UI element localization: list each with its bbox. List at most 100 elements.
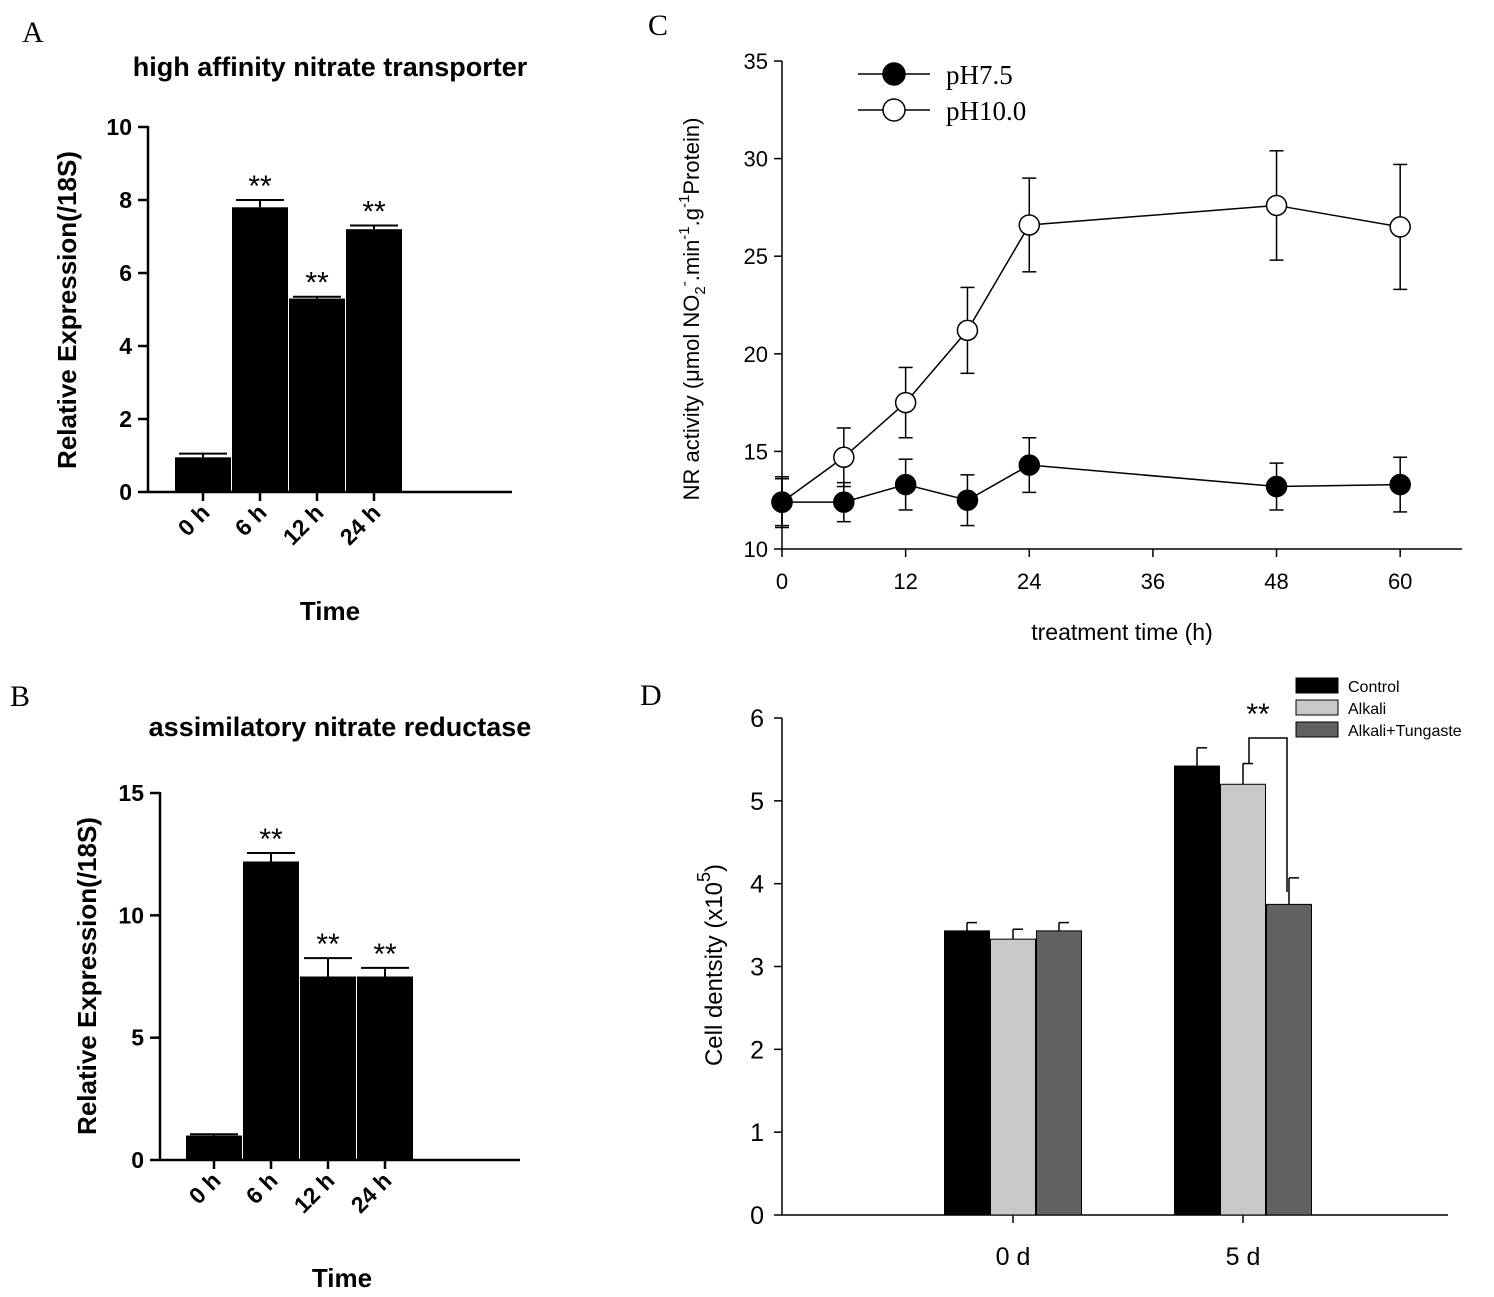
- panel-d-bar-Alkali+Tungaste: [1266, 903, 1312, 1216]
- panel-a-y-tick-label: 0: [119, 479, 132, 505]
- panel-b-y-tick-label: 10: [118, 902, 144, 928]
- panel-d-y-label-sup: 5: [694, 872, 714, 882]
- panel-d-legend-swatch: [1295, 721, 1339, 738]
- panel-a-y-tick-label: 2: [119, 406, 132, 432]
- panel-a-x-tick-label: 0 h: [173, 499, 215, 541]
- panel-c-point: [894, 473, 917, 496]
- panel-d-bar-Alkali: [990, 938, 1036, 1216]
- panel-d-bar-Alkali+Tungaste: [1036, 930, 1082, 1216]
- panel-c-y-label-part-1: NR activity (μmol NO: [679, 295, 704, 501]
- panel-a-y-tick-label: 4: [119, 333, 132, 359]
- panel-a-title: high affinity nitrate transporter: [133, 52, 528, 82]
- panel-b-y-tick-label: 15: [118, 780, 144, 806]
- panel-b-bar: [186, 1135, 242, 1160]
- panel-b-title: assimilatory nitrate reductase: [149, 712, 532, 742]
- panel-b-significance-label: **: [316, 928, 340, 961]
- panel-c-y-tick-label: 35: [744, 49, 768, 74]
- panel-d-significance-label: **: [1246, 698, 1270, 731]
- panel-c-point: [771, 491, 793, 513]
- panel-c-point: [1265, 194, 1288, 217]
- panel-d-bar-Control: [944, 930, 990, 1216]
- panel-d-y-tick-label: 5: [750, 788, 764, 816]
- panel-b-bar: [357, 976, 413, 1160]
- panel-c-y-label-sup-1: -1: [676, 226, 693, 239]
- panel-c-y-label-part-min: .min: [679, 240, 704, 282]
- panel-a-x-tick-label: 24 h: [335, 499, 386, 550]
- panel-c-y-tick-label: 15: [744, 439, 768, 464]
- panel-c-x-tick-label: 60: [1388, 569, 1412, 594]
- panel-d-legend-label: Alkali: [1348, 701, 1386, 718]
- panel-c-point: [1389, 473, 1411, 496]
- panel-a-significance-label: **: [305, 267, 329, 300]
- panel-d-legend-swatch: [1295, 699, 1339, 716]
- panel-d-x-tick-label: 0 d: [996, 1243, 1031, 1271]
- panel-d-y-tick-label: 0: [750, 1202, 764, 1230]
- panel-c-point: [1018, 454, 1041, 476]
- panel-b-x-label: Time: [312, 1263, 372, 1293]
- panel-c-point: [894, 391, 917, 414]
- panel-a-bar: [346, 229, 402, 492]
- panel-c-point: [833, 491, 855, 513]
- panel-d-y-tick-label: 6: [750, 705, 764, 733]
- panel-d-legend-swatch: [1295, 677, 1339, 694]
- panel-c-y-label-part-protein: Protein): [679, 118, 704, 195]
- panel-b-y-label: Relative Expression(/18S): [72, 817, 102, 1135]
- panel-label-c: C: [648, 9, 668, 42]
- panel-c-chart: treatment time (h) NR activity (μmol NO 2…: [676, 49, 1462, 645]
- panel-b-x-tick-label: 6 h: [241, 1167, 283, 1209]
- panel-b-chart: assimilatory nitrate reductase Relative …: [72, 712, 531, 1293]
- panel-d-significance-bracket: [1248, 737, 1288, 892]
- panel-label-d: D: [640, 679, 662, 712]
- panel-a-x-tick-label: 12 h: [278, 499, 329, 550]
- panel-c-y-label-part-g: .g: [679, 208, 704, 226]
- panel-d-x-tick-label: 5 d: [1226, 1243, 1261, 1271]
- panel-b-x-tick-label: 0 h: [184, 1167, 226, 1209]
- panel-a-chart: high affinity nitrate transporter Relati…: [52, 52, 528, 626]
- panel-c-series-line-pH7.5: [782, 464, 1401, 503]
- panel-a-bar: [175, 457, 231, 492]
- panel-d-legend-label: Control: [1348, 679, 1400, 696]
- panel-c-y-label-sup-minus: -: [676, 281, 693, 286]
- panel-d-bar-Alkali: [1220, 783, 1266, 1216]
- panel-a-x-tick-label: 6 h: [230, 499, 272, 541]
- panel-b-bar: [243, 861, 299, 1160]
- panel-a-significance-label: **: [248, 170, 272, 203]
- panel-c-legend-marker: [882, 98, 906, 122]
- panel-a-significance-label: **: [362, 196, 386, 229]
- panel-b-x-tick-label: 12 h: [289, 1167, 340, 1218]
- panel-d-y-label: Cell dentsity (x105): [694, 864, 728, 1066]
- panel-c-point: [1265, 475, 1288, 498]
- panel-d-y-tick-label: 4: [750, 871, 764, 899]
- panel-c-x-tick-label: 12: [893, 569, 917, 594]
- panel-b-significance-label: **: [373, 938, 397, 971]
- panel-c-x-tick-label: 0: [776, 569, 788, 594]
- panel-d-y-tick-label: 3: [750, 954, 764, 982]
- panel-c-y-tick-label: 20: [744, 342, 768, 367]
- panel-c-legend-label: pH7.5: [946, 60, 1013, 90]
- panel-c-y-label: NR activity (μmol NO2-.min-1.g-1Protein): [676, 118, 709, 501]
- panel-c-legend-label: pH10.0: [946, 96, 1026, 126]
- panel-b-y-tick-label: 5: [131, 1025, 144, 1051]
- panel-c-x-tick-label: 24: [1017, 569, 1041, 594]
- panel-c-point: [956, 489, 979, 511]
- panel-c-y-tick-label: 10: [744, 537, 768, 562]
- panel-c-x-tick-label: 36: [1141, 569, 1165, 594]
- panel-d-legend-label: Alkali+Tungaste: [1348, 723, 1462, 740]
- panel-d-bar-Control: [1174, 765, 1220, 1216]
- panel-b-x-tick-label: 24 h: [346, 1167, 397, 1218]
- panel-c-point: [1389, 216, 1411, 238]
- panel-a-x-label: Time: [300, 596, 360, 626]
- panel-c-y-tick-label: 30: [744, 147, 768, 172]
- panel-c-point: [833, 446, 855, 469]
- panel-c-x-label: treatment time (h): [1031, 619, 1213, 645]
- panel-label-b: B: [10, 680, 30, 713]
- panel-c-point: [1018, 214, 1041, 236]
- panel-b-bar: [300, 976, 356, 1160]
- panel-b-significance-label: **: [259, 823, 283, 856]
- panel-d-y-label-end: ): [701, 864, 728, 872]
- panel-c-series-line-pH10.0: [781, 204, 1401, 503]
- panel-a-y-tick-label: 6: [119, 260, 132, 286]
- panel-a-y-tick-label: 8: [119, 187, 132, 213]
